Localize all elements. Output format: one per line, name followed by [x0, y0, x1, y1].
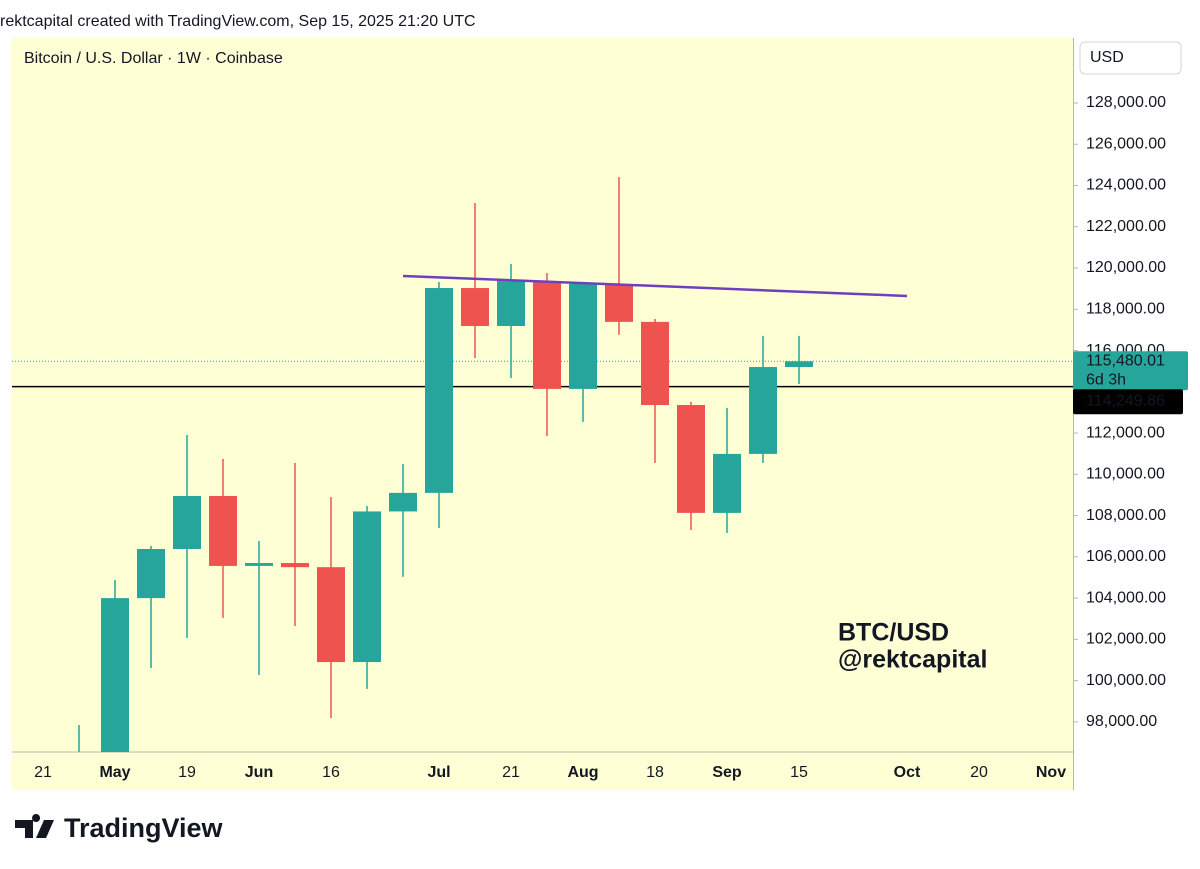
candle-body	[497, 281, 525, 326]
chart-title: Bitcoin / U.S. Dollar · 1W · Coinbase	[24, 50, 283, 67]
annotation: @rektcapital	[838, 646, 987, 674]
y-tick-label: 126,000.00	[1086, 135, 1166, 152]
candle-body	[65, 798, 93, 808]
candle-body	[785, 361, 813, 368]
x-tick-label: Aug	[567, 764, 598, 781]
x-tick-label: 19	[178, 764, 196, 781]
y-tick-label: 128,000.00	[1086, 94, 1166, 111]
candle-body	[677, 405, 705, 513]
x-tick-label: 20	[970, 764, 988, 781]
candle-body	[533, 281, 561, 389]
candle-body	[101, 598, 129, 752]
x-tick-label: Oct	[894, 764, 921, 781]
countdown: 6d 3h	[1086, 371, 1126, 388]
candle-body	[389, 492, 417, 512]
candle-body	[605, 283, 633, 322]
plot-background	[12, 38, 1073, 790]
y-tick-label: 122,000.00	[1086, 218, 1166, 235]
y-tick-label: 104,000.00	[1086, 589, 1166, 606]
axes: 98,000.00 100,000.00 102,000.00 104,000.00 1…	[34, 94, 1188, 781]
currency-button[interactable]	[1079, 41, 1182, 75]
level-label: 114,249.86	[1086, 392, 1165, 409]
x-tick-label: Sep	[712, 764, 742, 781]
x-tick-label: 18	[646, 764, 664, 781]
y-tick-label: 112,000.00	[1086, 424, 1165, 441]
x-tick-label: 21	[502, 764, 520, 781]
candle-body	[245, 563, 273, 566]
y-tick-label: 102,000.00	[1086, 631, 1166, 648]
plot	[12, 177, 1073, 808]
x-tick-label: 15	[790, 764, 808, 781]
logo-mark	[15, 814, 54, 838]
y-tick-label: 120,000.00	[1086, 259, 1166, 276]
last-price-label: 115,480.01	[1086, 352, 1165, 369]
y-tick-label: 106,000.00	[1086, 548, 1166, 565]
candle-body	[641, 321, 669, 406]
x-tick-label: Jun	[245, 764, 273, 781]
candle-body	[209, 495, 237, 566]
level-box	[1073, 389, 1183, 415]
y-tick-label: 100,000.00	[1086, 672, 1166, 689]
y-tick-label: 108,000.00	[1086, 507, 1166, 524]
x-tick-label: 21	[34, 764, 52, 781]
candle-body	[173, 495, 201, 550]
candle-body	[569, 283, 597, 389]
candle-body	[425, 288, 453, 493]
x-tick-label: Nov	[1036, 764, 1066, 781]
x-tick-label: Jul	[427, 764, 450, 781]
y-tick-label: 110,000.00	[1086, 466, 1165, 483]
y-tick-label: 124,000.00	[1086, 177, 1166, 194]
candle-body	[713, 453, 741, 513]
trendline	[402, 274, 908, 298]
last-price-box	[1073, 351, 1188, 391]
currency: USD	[1090, 49, 1124, 66]
candle-body	[749, 367, 777, 454]
y-tick-label: 118,000.00	[1086, 301, 1165, 318]
candle-body	[137, 549, 165, 599]
x-tick-label: May	[99, 764, 130, 781]
y-tick-label: 98,000.00	[1086, 713, 1157, 730]
candle-body	[461, 288, 489, 326]
x-tick-label: 16	[322, 764, 340, 781]
annotation: BTC/USD	[838, 619, 949, 647]
logo: TradingView	[15, 813, 224, 843]
header: rektcapital created with TradingView.com…	[0, 13, 476, 30]
candle-body	[281, 563, 309, 568]
candle-body	[353, 511, 381, 663]
logo-text: TradingView	[64, 813, 224, 843]
candle-body	[317, 567, 345, 663]
